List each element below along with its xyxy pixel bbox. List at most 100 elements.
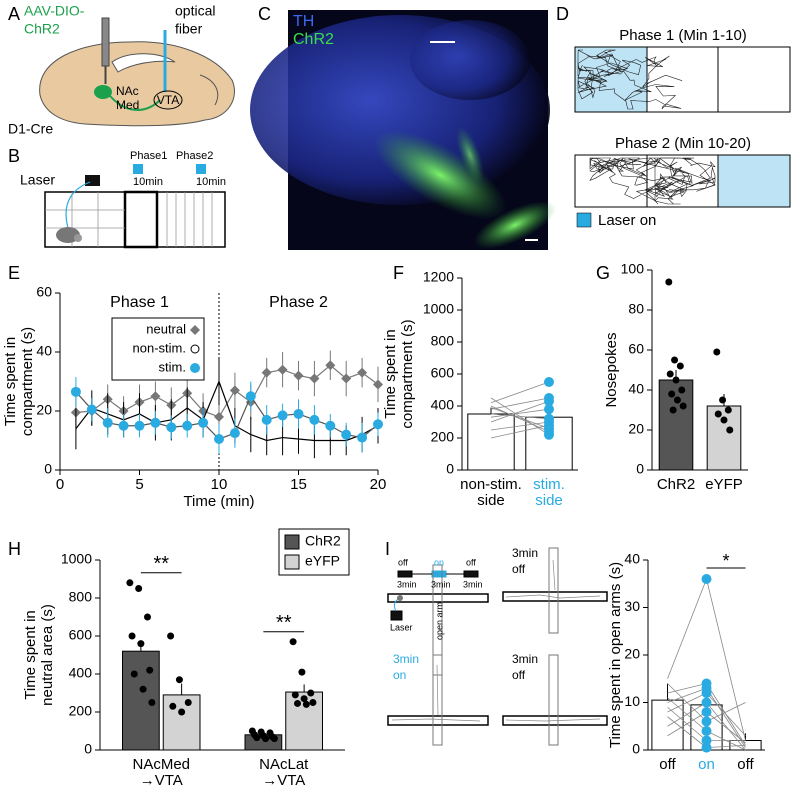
y-tick-label: 100 [621,261,645,277]
significance-label: * [722,551,729,571]
subject-line [490,381,550,404]
legend-swatch [284,534,300,550]
mouse-label: D1-Cre [8,121,53,137]
legend-label: stim. [159,359,186,374]
schedule-label: on [434,557,444,567]
x-tick-label: 5 [135,476,143,493]
x-tick-label: on [698,756,715,773]
region-label: NAc [116,84,139,98]
legend-label: non-stim. [133,340,186,355]
series-line [75,391,379,440]
significance-label: ** [153,553,169,575]
legend-marker [190,325,200,335]
x-tick-label: NAcMed [132,756,190,773]
x-tick-label: off [737,756,754,773]
data-point [184,699,192,706]
data-point [277,410,288,421]
data-point [262,735,270,743]
schedule-label: off [466,557,476,567]
data-point [701,688,712,698]
legend-label: Laser on [598,212,656,229]
y-tick-label: 0 [632,741,640,757]
y-axis-label: neutral area (s) [39,604,56,706]
x-tick-label: 20 [370,476,387,493]
data-point [102,417,113,428]
data-point [134,420,145,431]
subject-line [667,683,707,694]
data-point [373,379,383,390]
virus-label: ChR2 [24,21,60,37]
y-tick-label: 400 [431,397,455,413]
stain-label: ChR2 [293,31,334,48]
data-point [544,404,554,415]
data-point [277,364,288,375]
apparatus-diagram [44,164,226,249]
y-tick-label: 200 [431,429,455,445]
x-tick-label: →VTA [262,772,305,789]
data-point [373,419,383,430]
data-point [341,429,352,440]
y-tick-label: 1000 [423,301,454,317]
virus-label: AAV-DIO- [24,3,85,19]
x-tick-label: eYFP [705,476,743,493]
subject-line [490,421,550,431]
laser-label: Laser [20,172,55,188]
subject-line [706,692,746,737]
subject-line [490,407,550,429]
significance-label: ** [276,612,292,634]
legend-label: neutral [146,321,186,336]
y-tick-label: 20 [36,402,52,418]
annotation: Phase 1 [110,294,169,311]
legend-label: ChR2 [305,533,341,549]
data-point [150,417,161,428]
micrograph [250,10,557,250]
data-point [143,613,151,621]
data-point [128,632,136,640]
data-point [666,370,674,378]
panel-label: H [8,539,21,559]
panel-label: F [393,263,404,283]
bar [467,413,515,471]
schedule-label: off [398,557,408,567]
data-point [146,666,154,674]
y-tick-label: 30 [624,598,640,614]
bar [162,694,201,751]
data-point [307,689,315,697]
subject-line [706,702,746,751]
duration-label: 3min [431,579,451,589]
series-line [75,379,379,442]
x-tick-label: →VTA [140,772,183,789]
data-point [672,376,680,384]
data-point [544,377,554,387]
data-point [701,574,712,584]
y-tick-label: 40 [628,381,644,397]
subject-line [490,397,550,410]
duration-label: 3min [397,579,417,589]
data-point [70,386,81,397]
subject-line [667,578,707,679]
y-tick-label: 800 [69,589,93,605]
panel-label: E [8,263,20,283]
x-tick-label: non-stim. [460,476,522,493]
y-tick-label: 40 [624,551,640,567]
trajectory [577,49,683,110]
maze-label: 3min [512,546,538,560]
y-tick-label: 0 [446,461,454,477]
data-point [150,391,161,402]
y-tick-label: 60 [36,284,52,300]
y-tick-label: 20 [628,421,644,437]
bar [658,379,694,471]
data-point [665,278,673,286]
y-tick-label: 60 [628,341,644,357]
region-label: Med [116,98,139,112]
data-point [341,373,352,384]
arm-label: open arm [434,602,444,640]
x-tick-label: off [659,756,676,773]
y-axis-label: compartment (s) [399,319,416,428]
y-tick-label: 1200 [423,269,454,285]
panel-label: C [258,4,271,24]
subject-line [706,578,746,741]
y-axis-label: Time spent in [22,610,39,699]
x-tick-label: ChR2 [657,476,695,493]
